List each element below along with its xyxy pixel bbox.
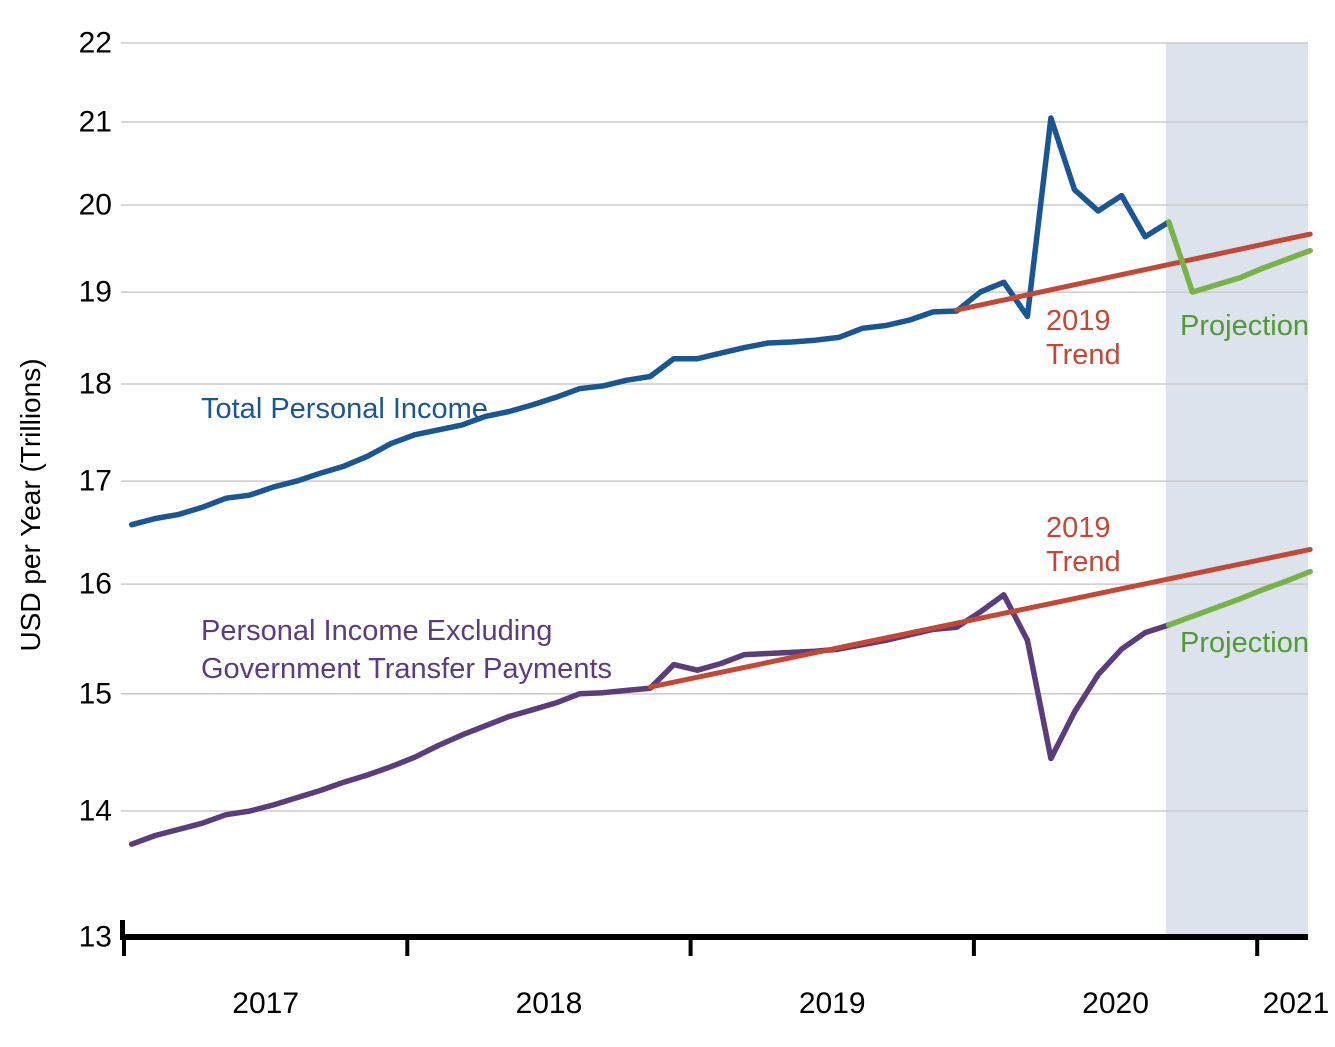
series-personal-income-excluding-government-transfer-payments-2019-trend	[647, 546, 1313, 690]
y-tick-label-18: 18	[79, 367, 112, 400]
series-personal-income-excluding-government-transfer-payments-projection	[1166, 568, 1313, 628]
projection-band	[1165, 43, 1308, 934]
label-projection-lower: Projection	[1180, 627, 1309, 659]
x-axis-line	[120, 934, 1308, 940]
series-total-personal-income-projection	[1166, 219, 1313, 295]
label-2019-trend-upper-line2: Trend	[1046, 339, 1121, 371]
x-axis-tick-2019	[688, 940, 693, 956]
y-tick-label-17: 17	[79, 465, 112, 498]
x-tick-label-2021: 2021	[1263, 987, 1330, 1020]
label-projection-upper: Projection	[1180, 310, 1309, 342]
y-tick-label-13: 13	[79, 920, 112, 953]
x-axis-tick-2021	[1255, 940, 1260, 956]
label-2019-trend-lower-line2: Trend	[1046, 546, 1121, 578]
label-ex-transfers-line2: Government Transfer Payments	[201, 653, 612, 685]
y-tick-label-19: 19	[79, 276, 112, 309]
x-axis-tick-2017	[122, 940, 126, 956]
x-tick-label-2018: 2018	[516, 987, 583, 1020]
x-axis	[120, 920, 1308, 956]
x-tick-label-2019: 2019	[799, 987, 866, 1020]
x-axis-tick-2018	[405, 940, 410, 956]
y-tick-label-16: 16	[79, 568, 112, 601]
label-ex-transfers-line1: Personal Income Excluding	[201, 615, 552, 647]
label-2019-trend-lower-line1: 2019	[1046, 512, 1111, 544]
y-tick-label-15: 15	[79, 677, 112, 710]
gridlines	[121, 42, 1308, 812]
series-lines	[128, 115, 1313, 847]
x-tick-label-2017: 2017	[232, 987, 299, 1020]
x-axis-tick-labels: 2017 2018 2019 2020 2021	[232, 987, 1329, 1020]
label-total-personal-income: Total Personal Income	[201, 393, 488, 425]
x-axis-left-stub	[120, 920, 125, 934]
series-total-personal-income	[128, 115, 1172, 528]
y-tick-label-21: 21	[79, 106, 112, 139]
y-tick-label-22: 22	[79, 27, 112, 60]
y-axis-title: USD per Year (Trillions)	[15, 358, 46, 651]
series-total-personal-income-2019-trend	[954, 231, 1313, 313]
x-tick-label-2020: 2020	[1082, 987, 1149, 1020]
y-tick-label-14: 14	[79, 795, 112, 828]
x-axis-tick-2020	[971, 940, 976, 956]
y-tick-label-20: 20	[79, 188, 112, 221]
y-axis-tick-labels: 22 21 20 19 18 17 16 15 14 13	[79, 27, 112, 954]
label-2019-trend-upper-line1: 2019	[1046, 305, 1111, 337]
